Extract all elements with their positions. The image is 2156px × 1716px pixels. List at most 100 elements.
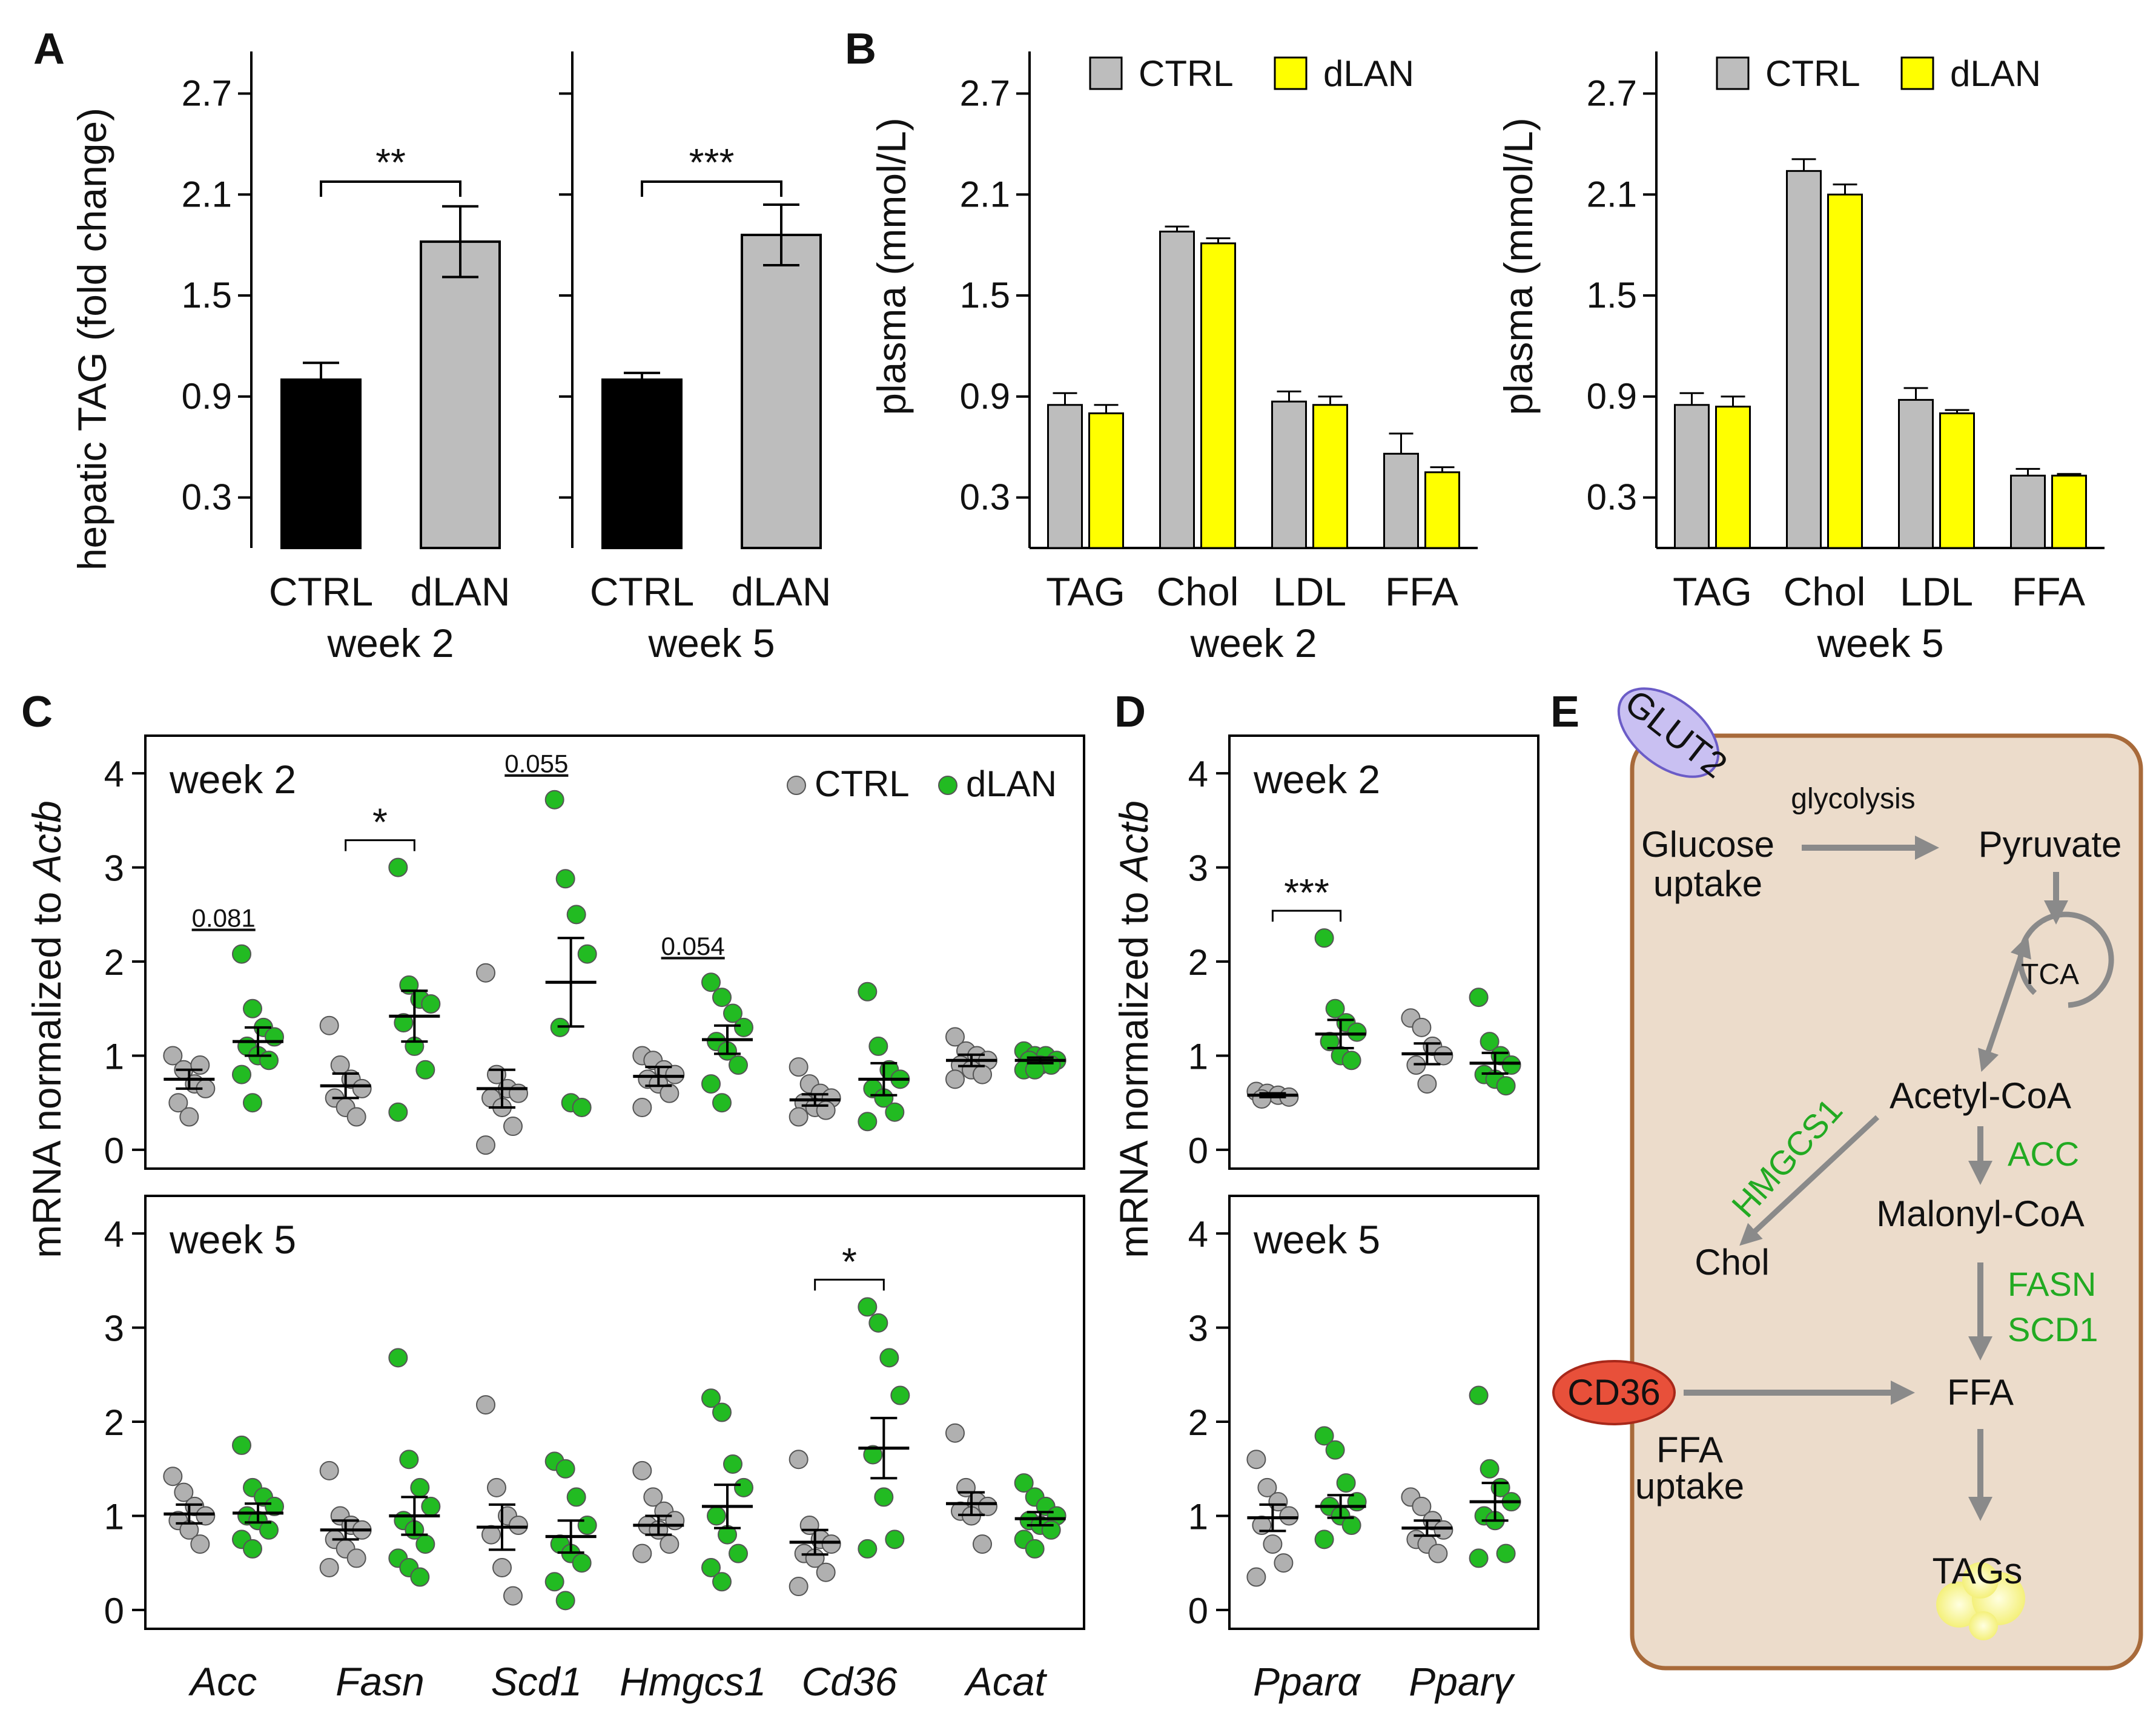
data-point-ctrl <box>643 1487 663 1507</box>
bar-dlan-ldl <box>1939 412 1975 549</box>
y-tick-label: 2.7 <box>960 73 1010 113</box>
ffa-label: FFA <box>1947 1372 2014 1413</box>
bar-dlan-ffa <box>1424 471 1460 549</box>
data-point-ctrl <box>174 1482 194 1502</box>
data-point-dlan <box>734 1477 753 1497</box>
data-point-dlan <box>388 1348 408 1368</box>
panel-label-a: A <box>33 25 65 73</box>
data-point-dlan <box>232 944 251 964</box>
data-point-dlan <box>1320 1032 1340 1052</box>
significance-label: ** <box>375 140 406 184</box>
gene-label: Acat <box>964 1659 1048 1704</box>
gene-label: Cd36 <box>802 1659 898 1704</box>
y-tick-label: 1.5 <box>182 275 232 315</box>
panel-label-e: E <box>1550 688 1579 736</box>
category-label: TAG <box>1673 569 1752 614</box>
bar-dlan <box>420 240 501 549</box>
legend-dot <box>787 776 806 795</box>
data-point-ctrl <box>163 1046 183 1066</box>
data-point-dlan <box>712 1402 732 1422</box>
significance-bracket <box>814 1278 885 1291</box>
legend-dot <box>938 776 957 795</box>
data-point-dlan <box>1347 1022 1367 1042</box>
data-point-dlan <box>723 1454 742 1474</box>
y-tick-label: 0 <box>1188 1591 1208 1631</box>
y-tick-label: 1.5 <box>960 275 1010 315</box>
data-point-dlan <box>1014 1473 1034 1493</box>
data-point-dlan <box>243 998 262 1018</box>
category-label: Chol <box>1157 569 1239 614</box>
tags-label: TAGs <box>1933 1551 2023 1591</box>
data-point-dlan <box>572 1097 592 1117</box>
bar-dlan-chol <box>1827 193 1863 549</box>
data-point-dlan <box>566 905 586 925</box>
data-point-dlan <box>388 1102 408 1122</box>
legend-swatch <box>1274 56 1308 90</box>
plot-frame <box>144 1195 1085 1630</box>
data-point-ctrl <box>346 1548 366 1568</box>
legend-label: dLAN <box>1950 53 2041 94</box>
data-point-ctrl <box>821 1534 841 1554</box>
chart-d-week5: 0 1 2 3 4 week 5 Pparα Pparγ <box>1188 1195 1539 1704</box>
chart-b-week5: 0.3 0.9 1.5 2.1 2.7 TAG Chol LDL FFA week 5 CTRL dL… <box>1587 51 2105 665</box>
data-point-dlan <box>577 1516 597 1536</box>
data-point-dlan <box>1480 1459 1500 1479</box>
acetyl-coa-label: Acetyl-CoA <box>1890 1075 2071 1116</box>
data-point-dlan <box>259 1520 279 1540</box>
significance-label: *** <box>1284 871 1329 914</box>
data-point-dlan <box>712 1572 732 1592</box>
bar-ctrl-ffa <box>1383 452 1419 549</box>
d-ylabel: mRNA normalized to Actb <box>1111 800 1156 1258</box>
data-point-ctrl <box>1257 1477 1277 1497</box>
significance-bracket <box>641 180 782 197</box>
category-label: CTRL <box>590 569 694 614</box>
data-point-dlan <box>243 1539 262 1559</box>
data-point-ctrl <box>1274 1553 1294 1573</box>
category-label: CTRL <box>269 569 373 614</box>
hmgcs1-arrow <box>1739 1115 1880 1246</box>
bar-ctrl-ffa <box>2010 474 2046 549</box>
data-point-dlan <box>232 1064 251 1084</box>
data-point-dlan <box>410 1477 430 1497</box>
bar-ctrl <box>280 378 362 549</box>
category-label: dLAN <box>410 569 510 614</box>
data-point-dlan <box>243 1093 262 1113</box>
data-point-dlan <box>415 1534 435 1554</box>
data-point-dlan <box>555 1459 575 1479</box>
bar-ctrl-chol <box>1159 230 1195 549</box>
category-label: FFA <box>1385 569 1458 614</box>
y-tick-label: 4 <box>104 1214 124 1255</box>
data-point-ctrl <box>319 1460 339 1480</box>
data-point-dlan <box>399 1450 419 1470</box>
data-point-dlan <box>232 1435 251 1455</box>
data-point-dlan <box>421 994 441 1014</box>
chart-b-week2: 0.3 0.9 1.5 2.1 2.7 TAG Chol LDL FFA week 2 CTRL dL… <box>960 51 1478 665</box>
significance-label: * <box>372 800 388 844</box>
y-tick-label: 3 <box>1188 848 1208 889</box>
y-tick-label: 0 <box>1188 1130 1208 1171</box>
y-tick-label: 1 <box>1188 1496 1208 1537</box>
bar-dlan-ldl <box>1312 404 1348 549</box>
y-tick-label: 1 <box>104 1496 124 1537</box>
y-tick-label: 2 <box>1188 1402 1208 1443</box>
data-point-dlan <box>879 1348 899 1368</box>
data-point-dlan <box>1341 1051 1361 1071</box>
data-point-ctrl <box>190 1534 210 1554</box>
data-point-dlan <box>1336 1473 1356 1493</box>
data-point-ctrl <box>476 963 495 983</box>
y-tick-label: 2.1 <box>960 174 1010 214</box>
ffa-uptake-line2: uptake <box>1635 1466 1744 1506</box>
data-point-dlan <box>1469 1385 1489 1405</box>
data-point-dlan <box>863 1445 883 1465</box>
significance-label: * <box>842 1239 857 1283</box>
fasn-enzyme-label: FASN <box>2008 1265 2096 1303</box>
data-point-ctrl <box>319 1015 339 1035</box>
p-value-label: 0.081 <box>192 904 256 932</box>
y-tick-label: 0 <box>104 1591 124 1631</box>
data-point-ctrl <box>476 1135 495 1155</box>
data-point-ctrl <box>1433 1046 1453 1066</box>
y-tick-label: 0.9 <box>182 376 232 417</box>
plot-frame <box>1228 1195 1539 1630</box>
chart-d-week2: 0 1 2 3 4 week 2 *** <box>1188 734 1539 1171</box>
data-point-ctrl <box>945 1069 965 1089</box>
